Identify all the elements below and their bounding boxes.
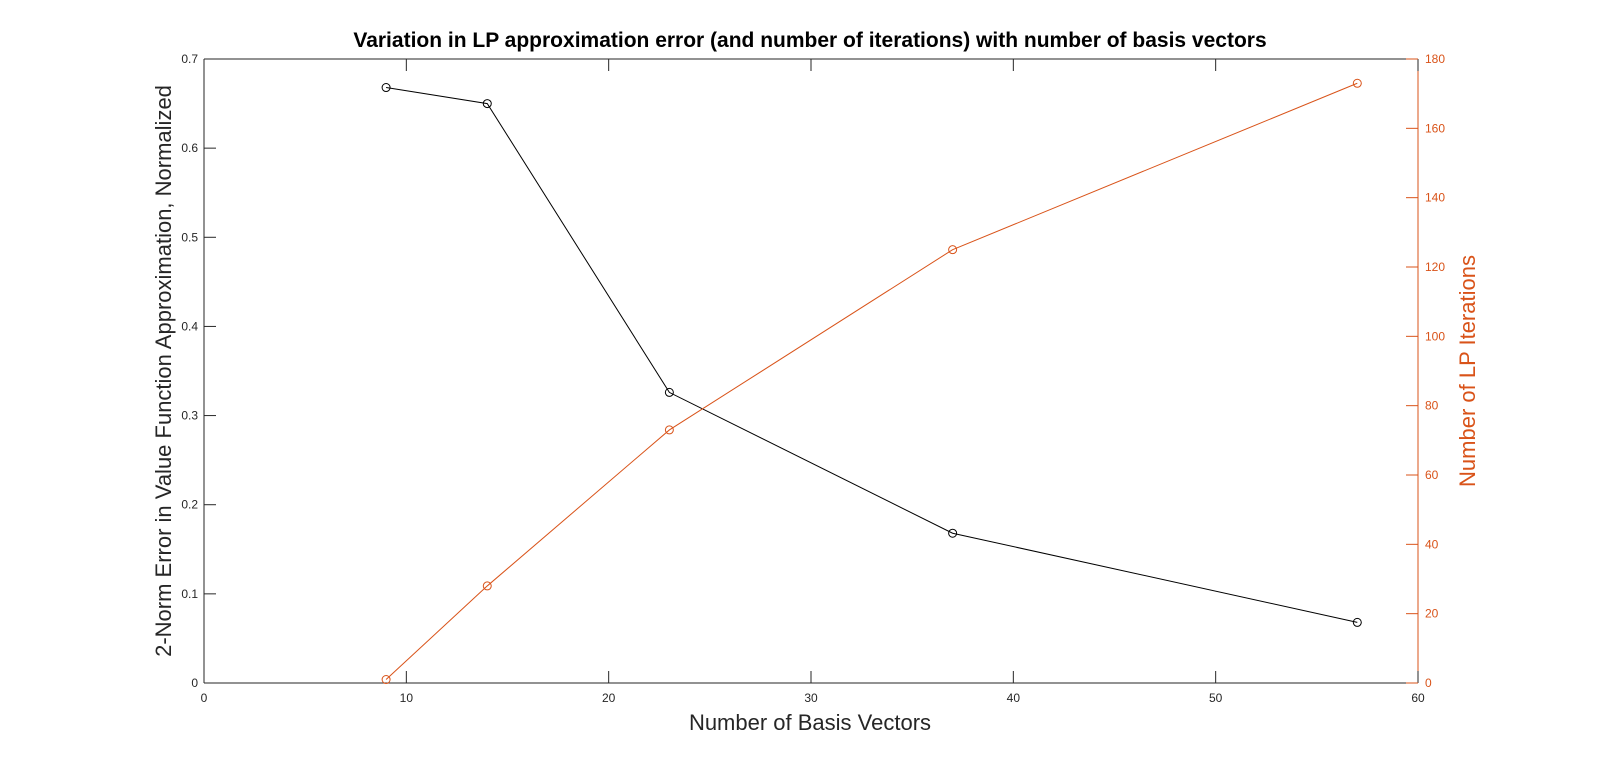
y-right-tick-label: 160 bbox=[1425, 121, 1445, 135]
data-point-left bbox=[948, 528, 958, 538]
y-right-tick-label: 40 bbox=[1425, 537, 1439, 551]
y-axis-label-right: Number of LP Iterations bbox=[1455, 255, 1480, 487]
x-tick-label: 30 bbox=[804, 691, 818, 705]
data-point-left bbox=[482, 99, 492, 109]
data-point-right bbox=[482, 581, 492, 591]
axes-layer: 0 10 20 30 40 50 6000.10.20.30.40.50.60.702040… bbox=[181, 52, 1445, 705]
y-left-tick-label: 0.5 bbox=[181, 230, 198, 244]
y-right-tick-label: 180 bbox=[1425, 52, 1445, 66]
series-line-right bbox=[385, 82, 1358, 680]
data-point-right bbox=[381, 675, 391, 685]
y-right-tick-label: 100 bbox=[1425, 329, 1445, 343]
x-tick-label: 20 bbox=[602, 691, 616, 705]
y-left-tick-label: 0.7 bbox=[181, 52, 198, 66]
data-point-left bbox=[381, 83, 391, 93]
y-left-tick-label: 0.3 bbox=[181, 409, 198, 423]
x-tick-label: 40 bbox=[1007, 691, 1021, 705]
y-right-tick-label: 60 bbox=[1425, 468, 1439, 482]
y-axis-label-left: 2-Norm Error in Value Function Approxima… bbox=[151, 85, 176, 657]
y-right-tick-label: 120 bbox=[1425, 260, 1445, 274]
y-left-tick-label: 0.1 bbox=[181, 587, 198, 601]
y-right-tick-label: 140 bbox=[1425, 191, 1445, 205]
y-right-tick-label: 20 bbox=[1425, 607, 1439, 621]
x-tick-label: 50 bbox=[1209, 691, 1223, 705]
data-point-right bbox=[1352, 78, 1362, 88]
y-right-tick-label: 80 bbox=[1425, 399, 1439, 413]
y-right-tick-label: 0 bbox=[1425, 676, 1432, 690]
data-point-right bbox=[664, 425, 674, 435]
y-left-tick-label: 0.6 bbox=[181, 141, 198, 155]
x-axis-label: Number of Basis Vectors bbox=[689, 710, 931, 735]
y-left-tick-label: 0.2 bbox=[181, 498, 198, 512]
series-layer bbox=[381, 78, 1362, 685]
data-point-left bbox=[1352, 617, 1362, 627]
data-point-right bbox=[948, 245, 958, 255]
x-tick-label: 0 bbox=[201, 691, 208, 705]
y-left-tick-label: 0 bbox=[191, 676, 198, 690]
x-tick-label: 10 bbox=[400, 691, 414, 705]
data-point-left bbox=[664, 387, 674, 397]
y-left-tick-label: 0.4 bbox=[181, 319, 198, 333]
series-line-left bbox=[386, 87, 1358, 623]
x-tick-label: 60 bbox=[1411, 691, 1425, 705]
chart-title: Variation in LP approximation error (and… bbox=[353, 29, 1266, 52]
